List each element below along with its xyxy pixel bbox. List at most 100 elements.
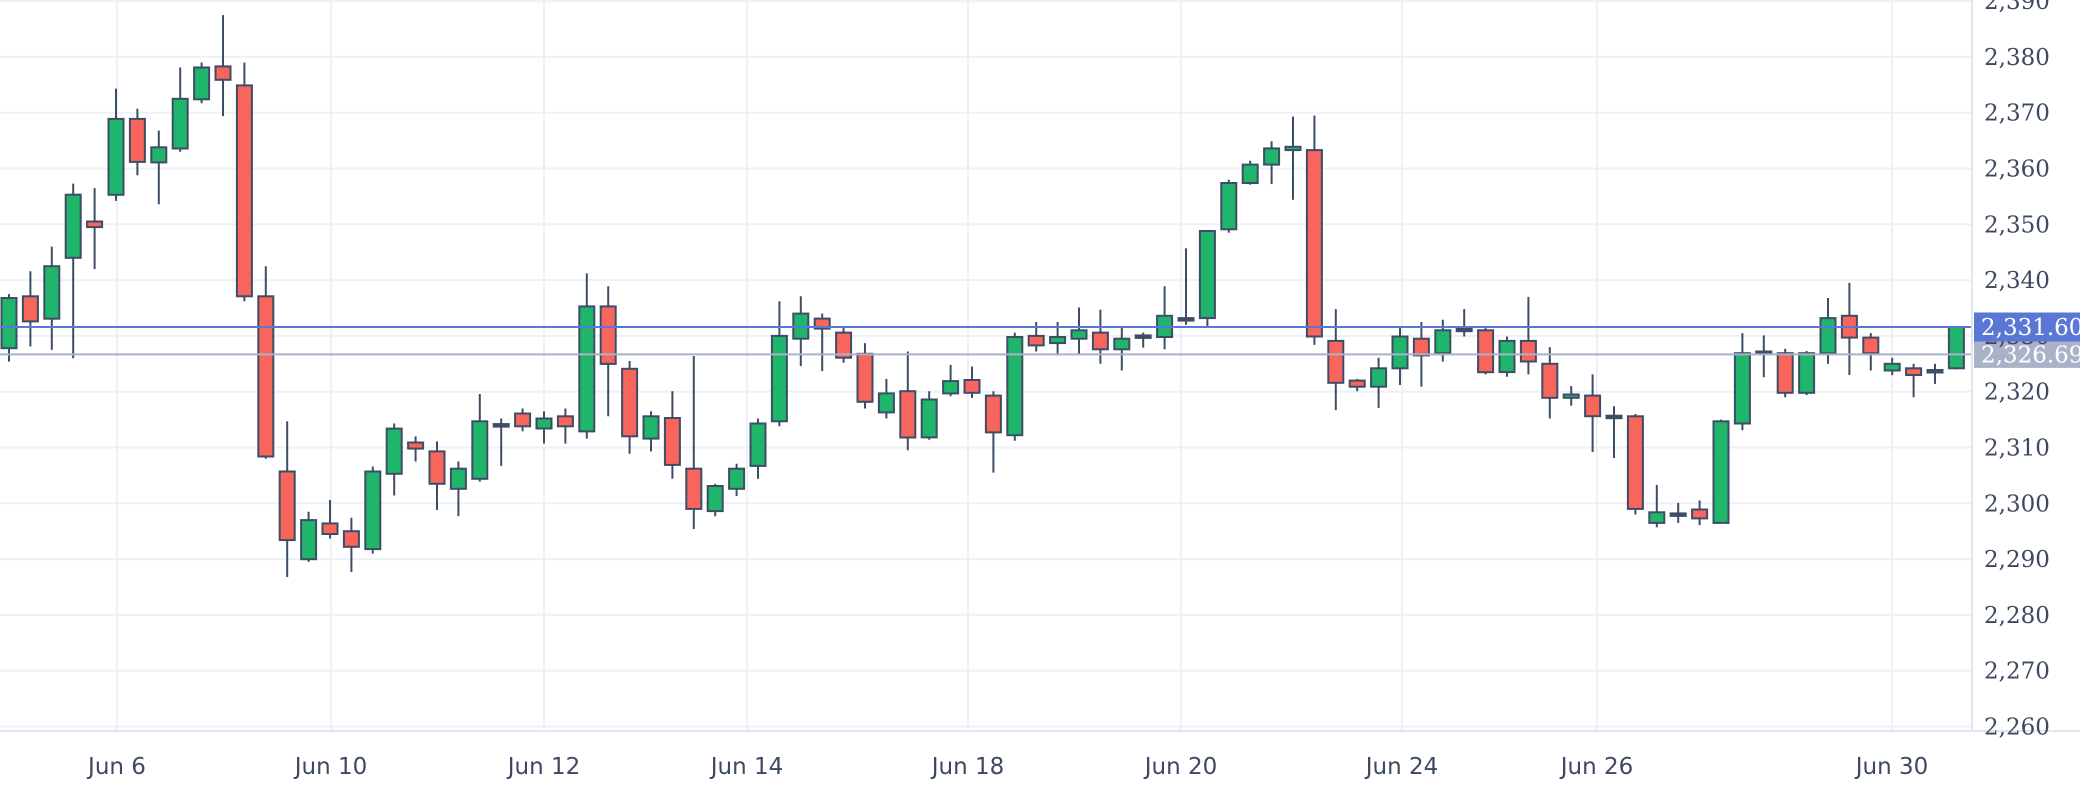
candle-body: [556, 415, 574, 428]
price-axis-label[interactable]: 2,320: [1984, 380, 2050, 406]
candle-body: [1584, 394, 1602, 418]
price-axis-label[interactable]: 2,310: [1984, 436, 2050, 462]
candle-body: [300, 519, 318, 561]
price-axis-label[interactable]: 2,340: [1984, 268, 2050, 294]
candle-body: [364, 470, 382, 551]
candle-body: [835, 331, 853, 359]
candle-body: [407, 441, 425, 450]
candle-body: [428, 450, 446, 485]
reference-price-badge-text: 2,326.69: [1981, 342, 2080, 368]
candle-body: [278, 470, 296, 542]
price-axis-label[interactable]: 2,280: [1984, 603, 2050, 629]
candle-body: [1862, 336, 1880, 355]
candle-body: [1819, 317, 1837, 355]
candle-body: [21, 295, 39, 323]
price-axis-label[interactable]: 2,360: [1984, 157, 2050, 183]
candle-body: [1412, 337, 1430, 357]
candle-body: [1947, 326, 1965, 370]
candle-body: [1177, 317, 1195, 322]
price-axis-label[interactable]: 2,370: [1984, 101, 2050, 127]
reference-price-badge: [1974, 340, 2080, 368]
candle-body: [150, 146, 168, 164]
time-axis-label[interactable]: Jun 30: [1854, 754, 1929, 780]
candle-body: [1477, 329, 1495, 374]
candle-body: [749, 422, 767, 467]
candle-body: [1541, 362, 1559, 399]
candle-body: [1455, 327, 1473, 333]
candle-body: [1220, 182, 1238, 231]
candle-body: [963, 379, 981, 394]
candle-body: [1691, 508, 1709, 520]
candle-body: [663, 417, 681, 466]
candle-body: [1049, 336, 1067, 345]
price-axis-label[interactable]: 2,300: [1984, 491, 2050, 517]
candle-body: [1113, 337, 1131, 351]
price-axis-label[interactable]: 2,260: [1984, 715, 2050, 741]
candle-body: [1562, 393, 1580, 399]
candle-body: [492, 423, 510, 428]
candle-body: [514, 412, 532, 428]
candle-body: [1626, 415, 1644, 510]
time-axis-label[interactable]: Jun 20: [1143, 754, 1218, 780]
last-price-badge: [1974, 312, 2080, 342]
candle-body: [0, 297, 18, 350]
candle-body: [321, 522, 339, 536]
candle-body: [1070, 329, 1088, 340]
candle-body: [1263, 147, 1281, 166]
candle-body: [1091, 331, 1109, 351]
candle-body: [1798, 352, 1816, 394]
candle-body: [1605, 414, 1623, 420]
time-axis-label[interactable]: Jun 6: [86, 754, 146, 780]
candle-body: [1327, 339, 1345, 384]
candle-body: [385, 427, 403, 475]
candle-body: [128, 117, 146, 163]
last-price-badge-text: 2,331.60: [1981, 315, 2080, 341]
candle-body: [1006, 336, 1024, 437]
candle-body: [1241, 163, 1259, 185]
candle-body: [706, 485, 724, 513]
candle-body: [535, 417, 553, 430]
candle-body: [899, 390, 917, 439]
candle-body: [43, 265, 61, 320]
candle-body: [342, 530, 360, 548]
candle-body: [1733, 352, 1751, 425]
candle-body: [1134, 334, 1152, 339]
candle-body: [64, 193, 82, 259]
time-axis-label[interactable]: Jun 26: [1559, 754, 1634, 780]
candle-body: [257, 295, 275, 458]
candle-body: [813, 317, 831, 330]
candle-body: [728, 467, 746, 490]
candle-body: [1776, 352, 1794, 394]
price-axis-label[interactable]: 2,270: [1984, 659, 2050, 685]
price-axis-label[interactable]: 2,390: [1984, 0, 2050, 15]
time-axis-label[interactable]: Jun 14: [709, 754, 784, 780]
candle-body: [1027, 334, 1045, 347]
candle-body: [235, 84, 253, 298]
candle-body: [1519, 339, 1537, 363]
candle-body: [1883, 362, 1901, 372]
price-axis-label[interactable]: 2,380: [1984, 45, 2050, 71]
candle-body: [1305, 149, 1323, 338]
time-axis-label[interactable]: Jun 10: [293, 754, 368, 780]
candle-body: [214, 65, 232, 81]
candle-body: [984, 394, 1002, 434]
candle-body: [1370, 367, 1388, 388]
candle-body: [1284, 145, 1302, 152]
candle-body: [449, 467, 467, 490]
time-axis-label[interactable]: Jun 18: [930, 754, 1005, 780]
candle-body: [920, 398, 938, 439]
price-axis-label[interactable]: 2,290: [1984, 547, 2050, 573]
candle-body: [1669, 512, 1687, 517]
candle-body: [1905, 367, 1923, 376]
time-axis-label[interactable]: Jun 24: [1364, 754, 1439, 780]
time-axis-label[interactable]: Jun 12: [506, 754, 581, 780]
candle-body: [171, 97, 189, 150]
candle-body: [685, 467, 703, 510]
candle-body: [1926, 369, 1944, 374]
candle-body: [1348, 379, 1366, 388]
price-axis-label[interactable]: 2,350: [1984, 212, 2050, 238]
candle-body: [621, 367, 639, 438]
candle-body: [1434, 329, 1452, 355]
